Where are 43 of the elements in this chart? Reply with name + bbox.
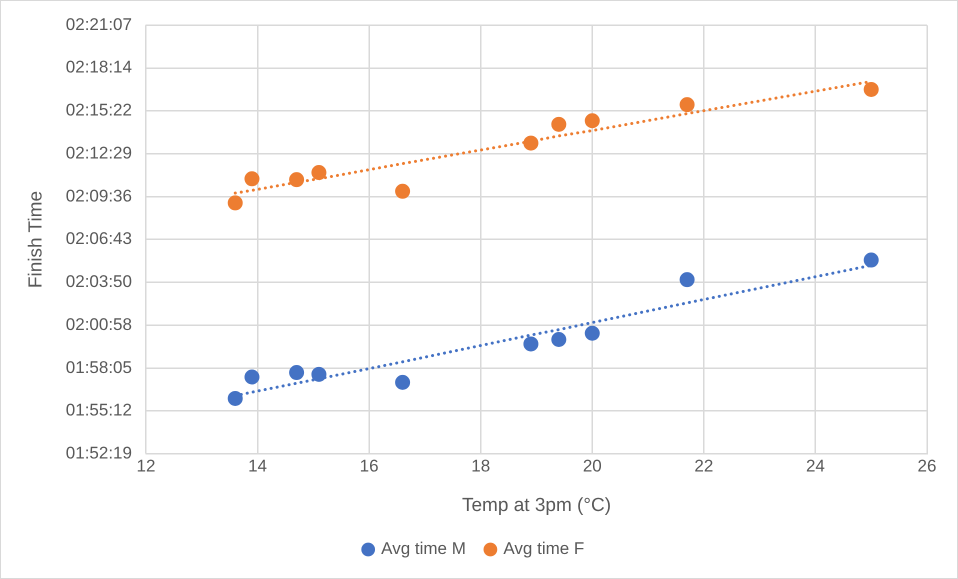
y-tick-label: 02:06:43 xyxy=(66,229,132,248)
point xyxy=(395,184,410,199)
point xyxy=(864,252,879,268)
y-tick-label: 01:58:05 xyxy=(66,358,132,377)
y-axis-title: Finish Time xyxy=(26,190,47,288)
point xyxy=(551,116,566,132)
y-tick-label: 02:15:22 xyxy=(66,100,132,120)
y-tick-label: 02:18:14 xyxy=(66,58,132,77)
x-tick-label: 26 xyxy=(918,456,936,476)
y-tick-label: 02:21:07 xyxy=(66,14,132,34)
point xyxy=(289,365,304,380)
point xyxy=(311,165,326,180)
y-tick-label: 02:12:29 xyxy=(66,143,132,162)
x-tick-label: 16 xyxy=(360,456,379,476)
point xyxy=(311,366,326,382)
point xyxy=(584,326,600,341)
point xyxy=(551,332,566,348)
point xyxy=(395,374,410,390)
point xyxy=(228,390,243,406)
y-tick-label: 02:03:50 xyxy=(66,272,132,292)
point xyxy=(680,272,695,288)
point xyxy=(584,113,600,128)
point xyxy=(244,171,260,186)
x-tick-label: 24 xyxy=(806,456,825,476)
point xyxy=(289,172,304,188)
point xyxy=(228,195,243,210)
x-tick-label: 22 xyxy=(694,456,714,476)
x-tick-label: 14 xyxy=(248,456,268,476)
point xyxy=(523,336,538,352)
point xyxy=(864,82,879,97)
point xyxy=(680,97,695,112)
x-tick-label: 12 xyxy=(136,456,156,476)
x-tick-label: 20 xyxy=(582,456,602,476)
x-axis-title: Temp at 3pm (°C) xyxy=(462,494,612,516)
point xyxy=(523,136,538,151)
y-tick-label: 01:55:12 xyxy=(66,400,132,420)
y-tick-label: 01:52:19 xyxy=(66,443,132,462)
y-tick-label: 02:09:36 xyxy=(66,186,132,206)
x-tick-label: 18 xyxy=(471,456,490,476)
y-tick-label: 02:00:58 xyxy=(66,314,132,334)
legend-label: Avg time M xyxy=(381,539,466,558)
legend-label: Avg time F xyxy=(503,539,584,558)
point xyxy=(244,370,260,385)
